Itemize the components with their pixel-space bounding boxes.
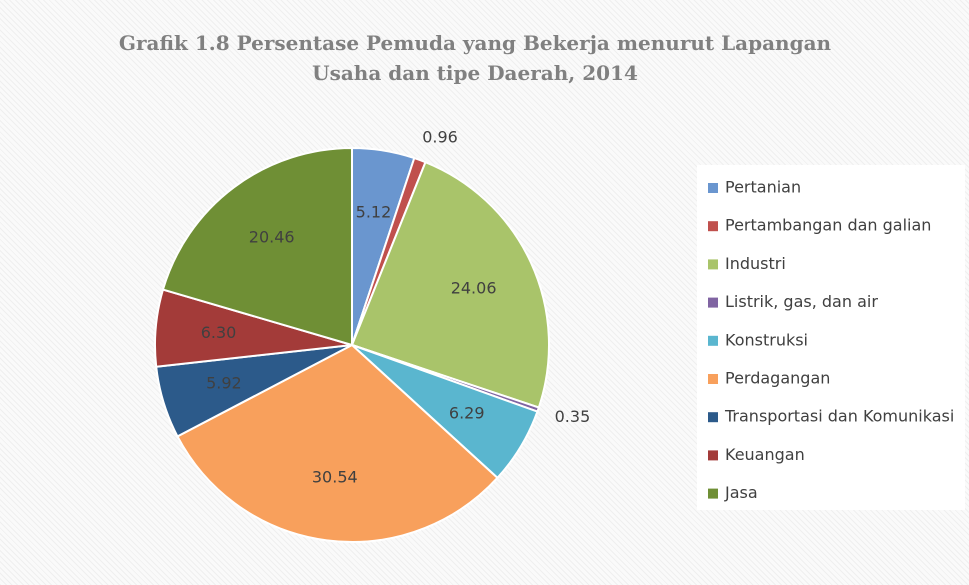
legend-swatch	[708, 412, 718, 423]
data-label: 6.29	[449, 404, 485, 423]
legend-swatch	[708, 488, 718, 499]
legend-label: Perdagangan	[725, 369, 830, 388]
legend-label: Listrik, gas, dan air	[725, 292, 878, 311]
legend-label: Keuangan	[725, 445, 805, 464]
legend-label: Pertambangan dan galian	[725, 216, 931, 235]
legend-label: Pertanian	[725, 178, 801, 197]
legend-swatch	[708, 335, 718, 346]
data-label: 0.35	[555, 407, 591, 426]
legend-box	[697, 165, 965, 510]
pie-slice	[176, 343, 499, 543]
data-label: 5.92	[206, 374, 242, 393]
data-label: 5.12	[356, 202, 392, 221]
pie-slice	[161, 146, 353, 347]
legend-label: Industri	[725, 254, 786, 273]
pie-slice	[350, 160, 550, 409]
legend-label: Transportasi dan Komunikasi	[724, 407, 954, 426]
legend-label: Konstruksi	[725, 330, 808, 349]
data-label: 20.46	[249, 227, 295, 246]
data-label: 0.96	[422, 127, 458, 146]
data-label: 30.54	[312, 467, 358, 486]
data-label: 6.30	[201, 323, 237, 342]
data-label: 24.06	[451, 278, 497, 297]
legend-swatch	[708, 297, 718, 308]
legend-label: Jasa	[724, 483, 758, 502]
legend-swatch	[708, 450, 718, 461]
legend-swatch	[708, 183, 718, 193]
legend-swatch	[708, 221, 718, 232]
chart-title: Grafik 1.8 Persentase Pemuda yang Bekerj…	[118, 31, 832, 85]
legend-swatch	[708, 374, 718, 384]
legend-swatch	[708, 259, 718, 270]
